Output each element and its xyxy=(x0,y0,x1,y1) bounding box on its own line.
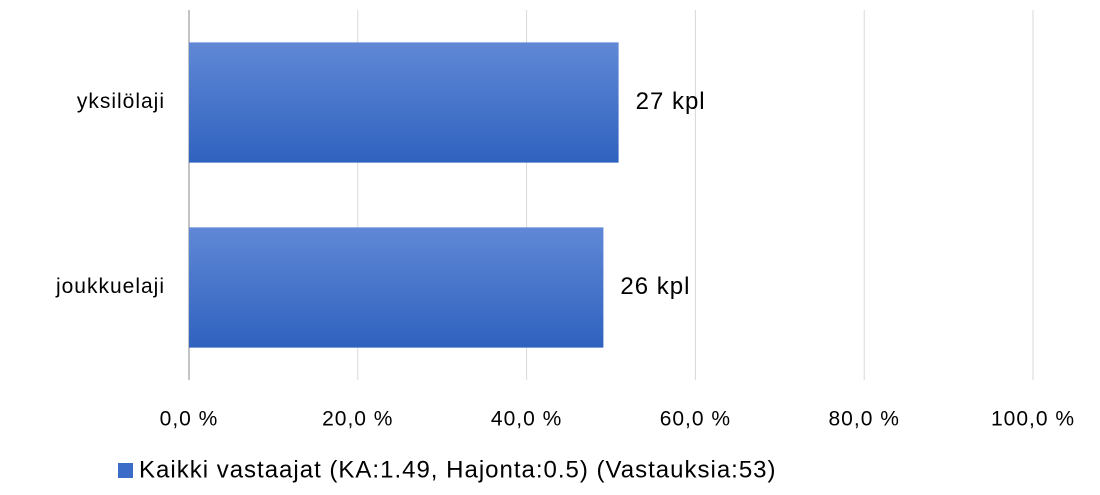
x-tick-label: 20,0 % xyxy=(322,408,393,431)
y-tick-label: joukkuelaji xyxy=(55,275,165,298)
x-tick-label: 60,0 % xyxy=(660,408,731,431)
x-tick-label: 80,0 % xyxy=(829,408,900,431)
data-label: 27 kpl xyxy=(636,88,706,115)
bar xyxy=(189,227,604,348)
x-tick-label: 40,0 % xyxy=(491,408,562,431)
legend-label: Kaikki vastaajat (KA:1.49, Hajonta:0.5) … xyxy=(139,456,777,483)
x-tick-label: 100,0 % xyxy=(991,408,1075,431)
legend-swatch xyxy=(118,463,133,478)
x-tick-label: 0,0 % xyxy=(160,408,219,431)
data-label: 26 kpl xyxy=(620,273,690,300)
bar xyxy=(189,42,619,163)
y-tick-label: yksilölaji xyxy=(77,90,165,113)
